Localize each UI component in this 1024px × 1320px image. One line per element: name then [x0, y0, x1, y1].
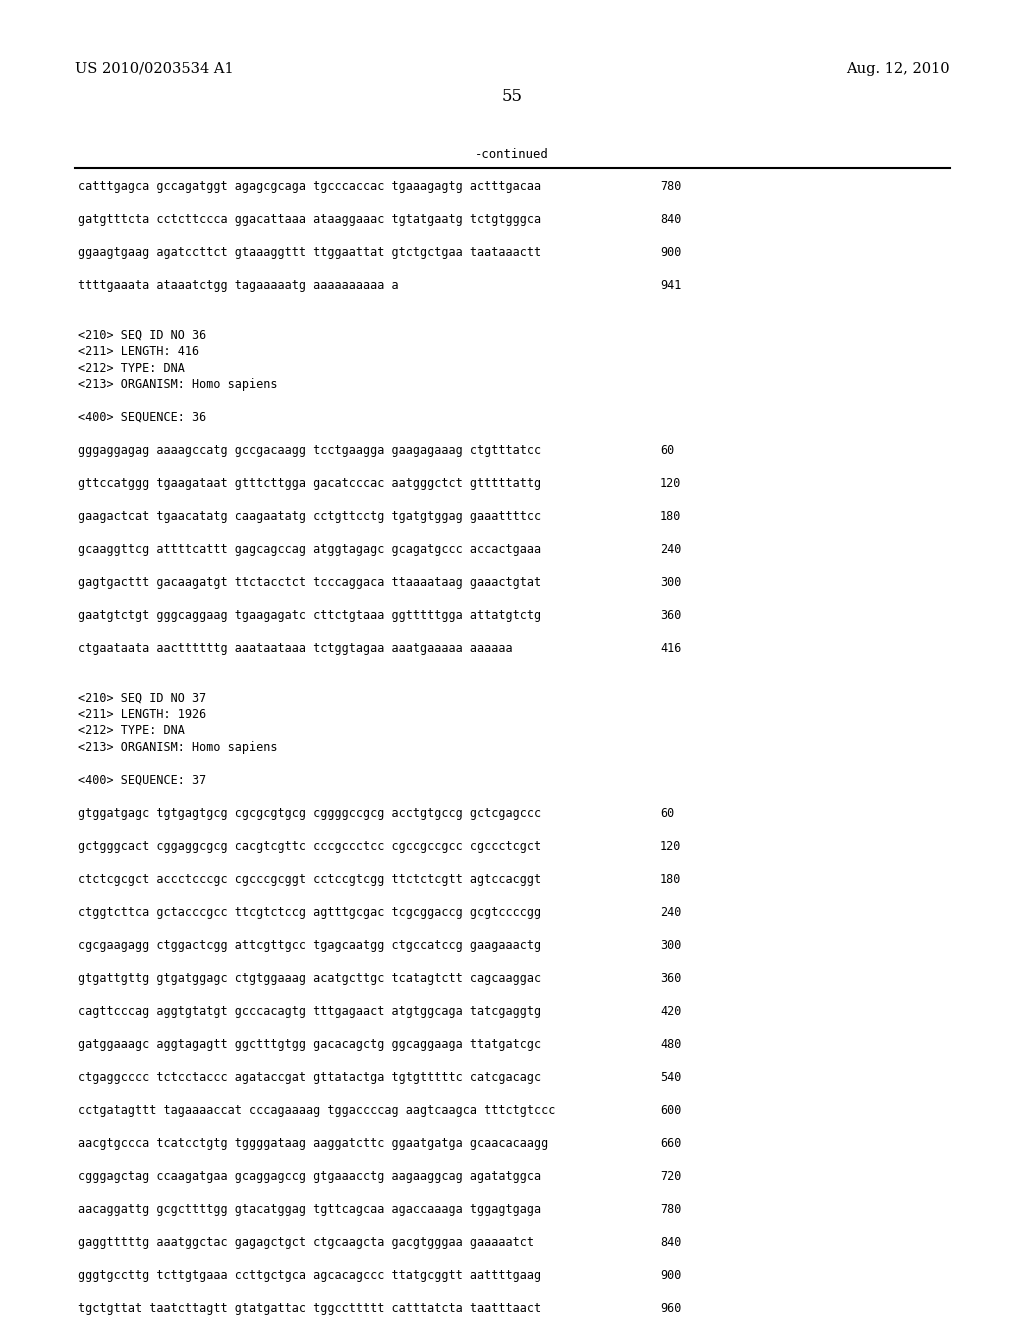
Text: 240: 240 [660, 906, 681, 919]
Text: 420: 420 [660, 1005, 681, 1018]
Text: 300: 300 [660, 939, 681, 952]
Text: gtgattgttg gtgatggagc ctgtggaaag acatgcttgc tcatagtctt cagcaaggac: gtgattgttg gtgatggagc ctgtggaaag acatgct… [78, 972, 541, 985]
Text: <212> TYPE: DNA: <212> TYPE: DNA [78, 725, 185, 738]
Text: 240: 240 [660, 543, 681, 556]
Text: aacaggattg gcgcttttgg gtacatggag tgttcagcaa agaccaaaga tggagtgaga: aacaggattg gcgcttttgg gtacatggag tgttcag… [78, 1203, 541, 1216]
Text: gctgggcact cggaggcgcg cacgtcgttc cccgccctcc cgccgccgcc cgccctcgct: gctgggcact cggaggcgcg cacgtcgttc cccgccc… [78, 840, 541, 853]
Text: 360: 360 [660, 609, 681, 622]
Text: cgggagctag ccaagatgaa gcaggagccg gtgaaacctg aagaaggcag agatatggca: cgggagctag ccaagatgaa gcaggagccg gtgaaac… [78, 1170, 541, 1183]
Text: ctgaataata aacttttttg aaataataaa tctggtagaa aaatgaaaaa aaaaaa: ctgaataata aacttttttg aaataataaa tctggta… [78, 642, 513, 655]
Text: 60: 60 [660, 444, 674, 457]
Text: 180: 180 [660, 510, 681, 523]
Text: cctgatagttt tagaaaaccat cccagaaaag tggaccccag aagtcaagca tttctgtccc: cctgatagttt tagaaaaccat cccagaaaag tggac… [78, 1104, 555, 1117]
Text: ttttgaaata ataaatctgg tagaaaaatg aaaaaaaaaa a: ttttgaaata ataaatctgg tagaaaaatg aaaaaaa… [78, 279, 398, 292]
Text: gaggtttttg aaatggctac gagagctgct ctgcaagcta gacgtgggaa gaaaaatct: gaggtttttg aaatggctac gagagctgct ctgcaag… [78, 1236, 534, 1249]
Text: 960: 960 [660, 1302, 681, 1315]
Text: ctgaggcccc tctcctaccc agataccgat gttatactga tgtgtttttc catcgacagc: ctgaggcccc tctcctaccc agataccgat gttatac… [78, 1071, 541, 1084]
Text: 900: 900 [660, 1269, 681, 1282]
Text: tgctgttat taatcttagtt gtatgattac tggccttttt catttatcta taatttaact: tgctgttat taatcttagtt gtatgattac tggcctt… [78, 1302, 541, 1315]
Text: gggtgccttg tcttgtgaaa ccttgctgca agcacagccc ttatgcggtt aattttgaag: gggtgccttg tcttgtgaaa ccttgctgca agcacag… [78, 1269, 541, 1282]
Text: <213> ORGANISM: Homo sapiens: <213> ORGANISM: Homo sapiens [78, 741, 278, 754]
Text: gaatgtctgt gggcaggaag tgaagagatc cttctgtaaa ggtttttgga attatgtctg: gaatgtctgt gggcaggaag tgaagagatc cttctgt… [78, 609, 541, 622]
Text: 120: 120 [660, 477, 681, 490]
Text: gatggaaagc aggtagagtt ggctttgtgg gacacagctg ggcaggaaga ttatgatcgc: gatggaaagc aggtagagtt ggctttgtgg gacacag… [78, 1038, 541, 1051]
Text: gtggatgagc tgtgagtgcg cgcgcgtgcg cggggccgcg acctgtgccg gctcgagccc: gtggatgagc tgtgagtgcg cgcgcgtgcg cggggcc… [78, 807, 541, 820]
Text: ctggtcttca gctacccgcc ttcgtctccg agtttgcgac tcgcggaccg gcgtccccgg: ctggtcttca gctacccgcc ttcgtctccg agtttgc… [78, 906, 541, 919]
Text: 360: 360 [660, 972, 681, 985]
Text: 900: 900 [660, 246, 681, 259]
Text: 840: 840 [660, 1236, 681, 1249]
Text: gcaaggttcg attttcattt gagcagccag atggtagagc gcagatgccc accactgaaa: gcaaggttcg attttcattt gagcagccag atggtag… [78, 543, 541, 556]
Text: US 2010/0203534 A1: US 2010/0203534 A1 [75, 62, 233, 77]
Text: <212> TYPE: DNA: <212> TYPE: DNA [78, 362, 185, 375]
Text: <400> SEQUENCE: 37: <400> SEQUENCE: 37 [78, 774, 206, 787]
Text: 600: 600 [660, 1104, 681, 1117]
Text: 780: 780 [660, 180, 681, 193]
Text: ctctcgcgct accctcccgc cgcccgcggt cctccgtcgg ttctctcgtt agtccacggt: ctctcgcgct accctcccgc cgcccgcggt cctccgt… [78, 873, 541, 886]
Text: 180: 180 [660, 873, 681, 886]
Text: -continued: -continued [475, 148, 549, 161]
Text: gggaggagag aaaagccatg gccgacaagg tcctgaagga gaagagaaag ctgtttatcc: gggaggagag aaaagccatg gccgacaagg tcctgaa… [78, 444, 541, 457]
Text: gagtgacttt gacaagatgt ttctacctct tcccaggaca ttaaaataag gaaactgtat: gagtgacttt gacaagatgt ttctacctct tcccagg… [78, 576, 541, 589]
Text: catttgagca gccagatggt agagcgcaga tgcccaccac tgaaagagtg actttgacaa: catttgagca gccagatggt agagcgcaga tgcccac… [78, 180, 541, 193]
Text: gttccatggg tgaagataat gtttcttgga gacatcccac aatgggctct gtttttattg: gttccatggg tgaagataat gtttcttgga gacatcc… [78, 477, 541, 490]
Text: <210> SEQ ID NO 37: <210> SEQ ID NO 37 [78, 692, 206, 705]
Text: 840: 840 [660, 213, 681, 226]
Text: 720: 720 [660, 1170, 681, 1183]
Text: <211> LENGTH: 416: <211> LENGTH: 416 [78, 345, 199, 358]
Text: ggaagtgaag agatccttct gtaaaggttt ttggaattat gtctgctgaa taataaactt: ggaagtgaag agatccttct gtaaaggttt ttggaat… [78, 246, 541, 259]
Text: <210> SEQ ID NO 36: <210> SEQ ID NO 36 [78, 329, 206, 342]
Text: 60: 60 [660, 807, 674, 820]
Text: 416: 416 [660, 642, 681, 655]
Text: 941: 941 [660, 279, 681, 292]
Text: <211> LENGTH: 1926: <211> LENGTH: 1926 [78, 708, 206, 721]
Text: 300: 300 [660, 576, 681, 589]
Text: gaagactcat tgaacatatg caagaatatg cctgttcctg tgatgtggag gaaattttcc: gaagactcat tgaacatatg caagaatatg cctgttc… [78, 510, 541, 523]
Text: cgcgaagagg ctggactcgg attcgttgcc tgagcaatgg ctgccatccg gaagaaactg: cgcgaagagg ctggactcgg attcgttgcc tgagcaa… [78, 939, 541, 952]
Text: 120: 120 [660, 840, 681, 853]
Text: gatgtttcta cctcttccca ggacattaaa ataaggaaac tgtatgaatg tctgtgggca: gatgtttcta cctcttccca ggacattaaa ataagga… [78, 213, 541, 226]
Text: <400> SEQUENCE: 36: <400> SEQUENCE: 36 [78, 411, 206, 424]
Text: aacgtgccca tcatcctgtg tggggataag aaggatcttc ggaatgatga gcaacacaagg: aacgtgccca tcatcctgtg tggggataag aaggatc… [78, 1137, 548, 1150]
Text: 55: 55 [502, 88, 522, 106]
Text: 780: 780 [660, 1203, 681, 1216]
Text: <213> ORGANISM: Homo sapiens: <213> ORGANISM: Homo sapiens [78, 378, 278, 391]
Text: Aug. 12, 2010: Aug. 12, 2010 [847, 62, 950, 77]
Text: 480: 480 [660, 1038, 681, 1051]
Text: 660: 660 [660, 1137, 681, 1150]
Text: cagttcccag aggtgtatgt gcccacagtg tttgagaact atgtggcaga tatcgaggtg: cagttcccag aggtgtatgt gcccacagtg tttgaga… [78, 1005, 541, 1018]
Text: 540: 540 [660, 1071, 681, 1084]
